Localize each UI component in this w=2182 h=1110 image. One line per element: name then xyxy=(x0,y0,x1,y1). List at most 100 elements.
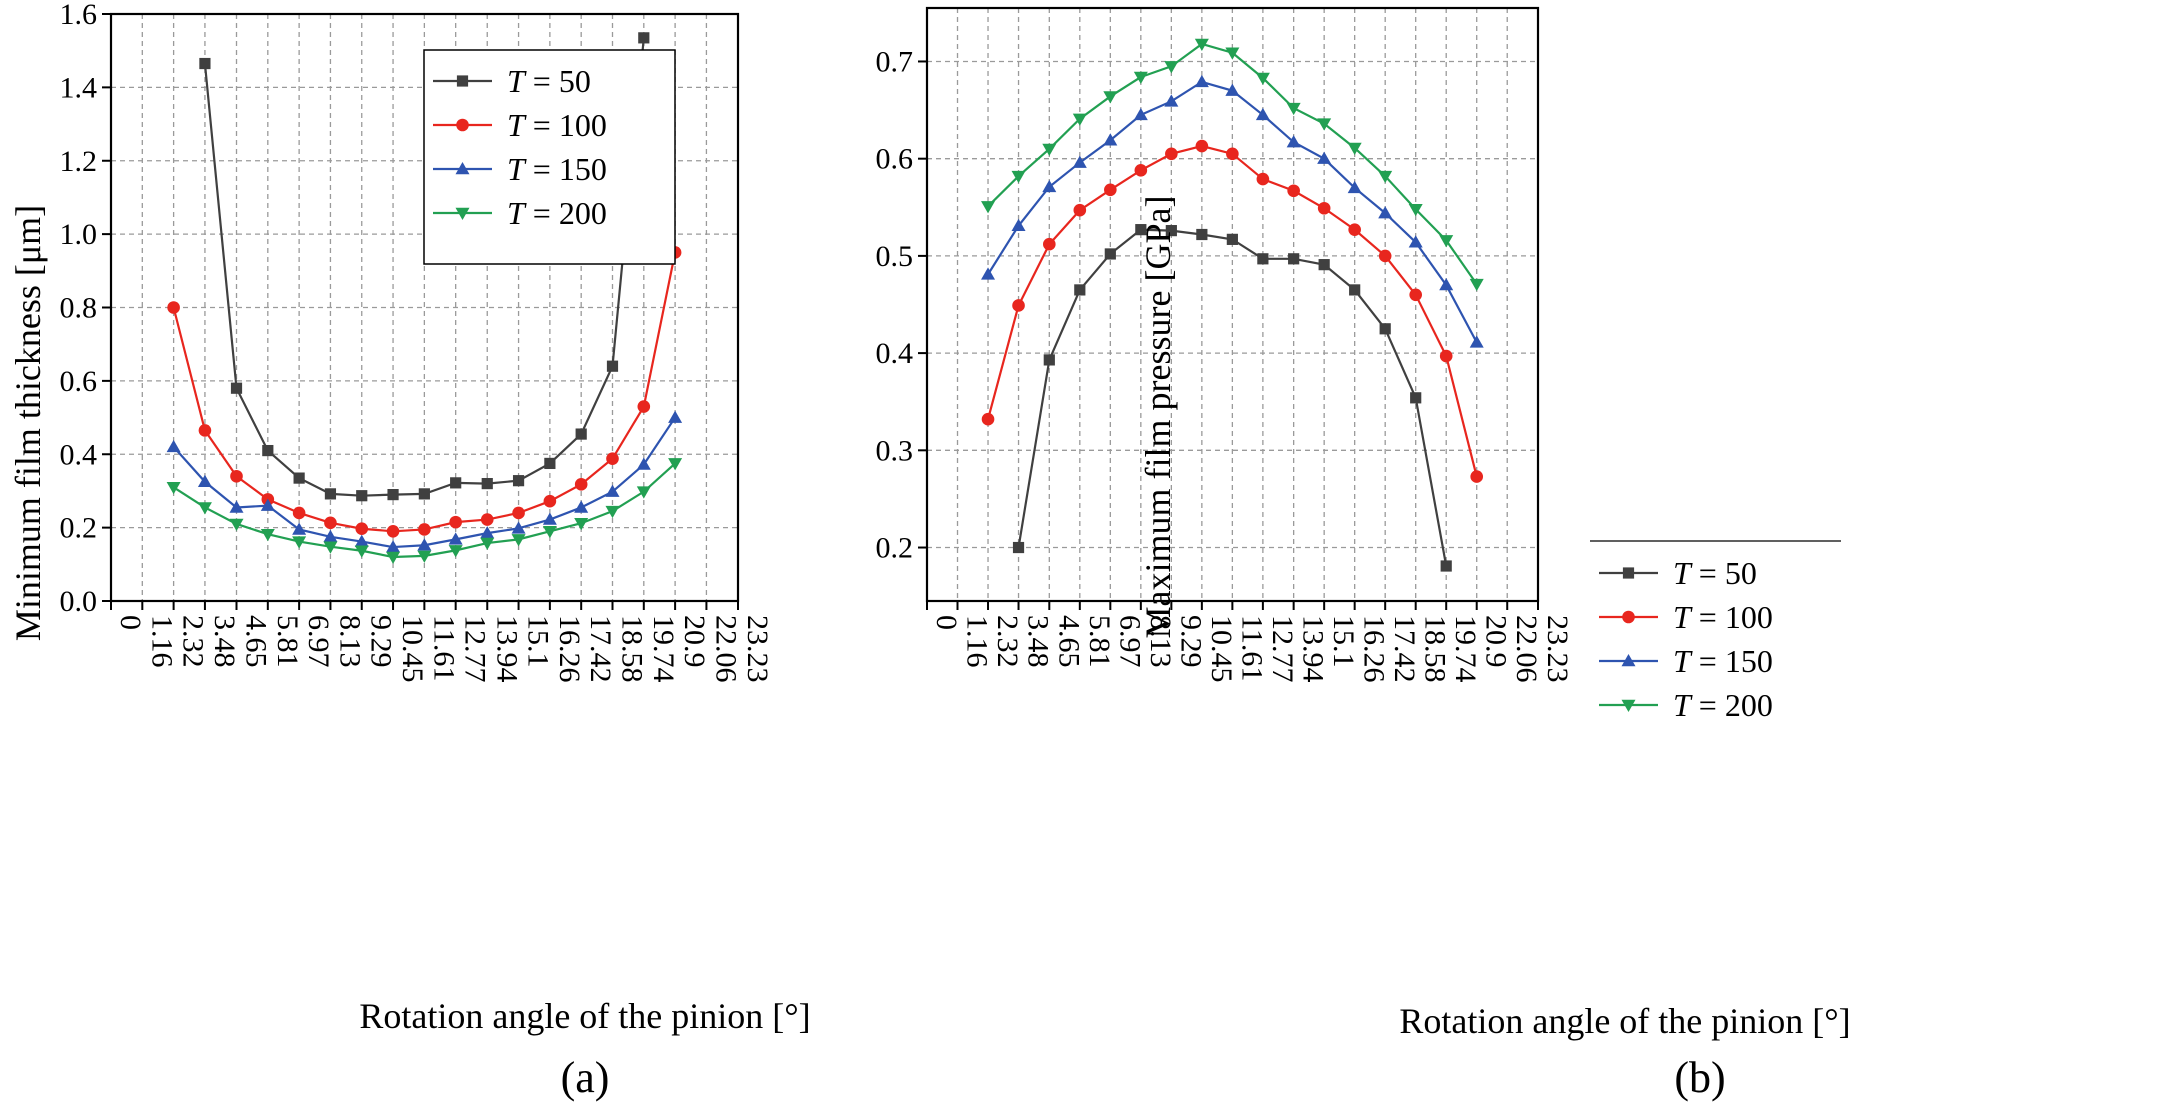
data-point xyxy=(1194,74,1209,88)
x-tick-label: 5.81 xyxy=(271,615,304,668)
x-tick-label: 0 xyxy=(114,615,147,630)
data-point xyxy=(292,506,306,520)
data-point xyxy=(1439,278,1454,291)
data-point xyxy=(1103,133,1118,146)
data-point xyxy=(544,457,556,470)
data-point xyxy=(450,477,462,489)
data-point xyxy=(542,512,557,525)
y-tick-label: 1.4 xyxy=(60,71,98,104)
data-point xyxy=(1255,72,1270,85)
x-tick-label: 2.32 xyxy=(177,615,210,668)
data-point xyxy=(386,540,401,553)
legend-label: T = 50 xyxy=(1673,555,1757,591)
data-point xyxy=(543,494,557,508)
data-point xyxy=(1349,284,1361,296)
data-point xyxy=(1378,170,1393,184)
data-point xyxy=(1195,139,1209,153)
data-point xyxy=(1439,349,1453,363)
y-tick-label: 0.7 xyxy=(876,45,914,78)
y-tick-label: 1.6 xyxy=(60,0,98,31)
x-axis-title: Rotation angle of the pinion [°] xyxy=(359,996,810,1036)
x-tick-label: 17.42 xyxy=(584,615,617,683)
data-point xyxy=(1226,147,1239,161)
data-point xyxy=(1164,61,1179,74)
data-point xyxy=(198,424,212,437)
data-point xyxy=(1073,203,1087,217)
data-point xyxy=(1317,201,1331,215)
data-point xyxy=(574,517,589,531)
data-point xyxy=(324,516,337,530)
panel-b-chart: 01.162.323.484.655.816.978.139.2910.4511… xyxy=(876,6,1851,1102)
data-point xyxy=(605,484,620,497)
data-point xyxy=(449,515,462,529)
x-tick-label: 1.16 xyxy=(961,615,994,668)
data-point xyxy=(1225,47,1240,60)
data-point xyxy=(1133,107,1148,121)
data-point xyxy=(1103,91,1118,104)
data-point xyxy=(1256,172,1270,186)
data-point xyxy=(356,490,368,502)
legend-swatch-marker xyxy=(456,118,469,132)
data-point xyxy=(1347,142,1362,155)
x-tick-label: 1.16 xyxy=(145,615,178,668)
data-point xyxy=(230,469,243,483)
data-point xyxy=(1012,299,1025,312)
data-point xyxy=(167,301,180,314)
x-tick-label: 11.61 xyxy=(1235,615,1268,681)
data-point xyxy=(1440,560,1452,572)
legend-swatch-marker xyxy=(455,207,470,220)
x-tick-label: 3.48 xyxy=(208,615,241,668)
data-point xyxy=(262,444,274,457)
data-point xyxy=(1042,143,1057,156)
x-tick-label: 22.06 xyxy=(1510,615,1543,683)
data-point xyxy=(480,526,495,539)
legend-swatch-marker xyxy=(1621,654,1636,667)
data-point xyxy=(1104,183,1117,197)
data-point xyxy=(418,523,431,536)
legend-label: T = 100 xyxy=(1673,599,1773,635)
data-point xyxy=(606,452,619,465)
y-tick-label: 0.4 xyxy=(60,438,98,471)
data-point xyxy=(1408,235,1423,248)
data-point xyxy=(1286,102,1301,116)
data-point xyxy=(574,500,589,513)
data-point xyxy=(511,521,526,534)
data-point xyxy=(292,536,307,549)
legend-label-var: T xyxy=(1673,687,1693,723)
data-point xyxy=(1409,288,1422,302)
data-point xyxy=(448,532,463,545)
data-point xyxy=(1104,248,1116,260)
data-point xyxy=(1165,225,1177,237)
data-point xyxy=(1378,206,1393,219)
y-tick-label: 0.8 xyxy=(60,292,98,325)
x-tick-label: 8.13 xyxy=(1144,615,1177,668)
data-point xyxy=(197,474,212,488)
data-point xyxy=(511,534,526,547)
y-tick-label: 0.2 xyxy=(876,532,914,565)
y-tick-label: 0.3 xyxy=(876,434,914,467)
data-point xyxy=(1287,184,1300,198)
data-point xyxy=(1226,233,1238,245)
x-tick-label: 4.65 xyxy=(1052,615,1085,668)
x-axis-title: Rotation angle of the pinion [°] xyxy=(1399,1001,1850,1041)
data-point xyxy=(606,360,619,372)
data-point xyxy=(386,524,400,538)
x-tick-label: 13.94 xyxy=(1297,615,1330,683)
legend-label-value: = 100 xyxy=(525,107,607,143)
legend-label: T = 150 xyxy=(507,151,607,187)
legend-label-value: = 100 xyxy=(1691,599,1773,635)
data-point xyxy=(166,482,181,495)
data-point xyxy=(417,538,432,551)
data-point xyxy=(1255,107,1270,121)
y-axis-title: Maximum film pressure [GPa] xyxy=(1138,196,1178,639)
legend-label: T = 100 xyxy=(507,107,607,143)
legend-label-var: T xyxy=(507,107,527,143)
legend-swatch-marker xyxy=(1621,699,1636,712)
data-point xyxy=(1348,223,1361,236)
panel-label: (b) xyxy=(1674,1053,1725,1102)
data-point xyxy=(542,526,557,539)
data-point xyxy=(323,541,338,554)
legend-label-var: T xyxy=(507,151,527,187)
x-tick-label: 15.1 xyxy=(522,615,555,668)
data-point xyxy=(1469,335,1484,348)
